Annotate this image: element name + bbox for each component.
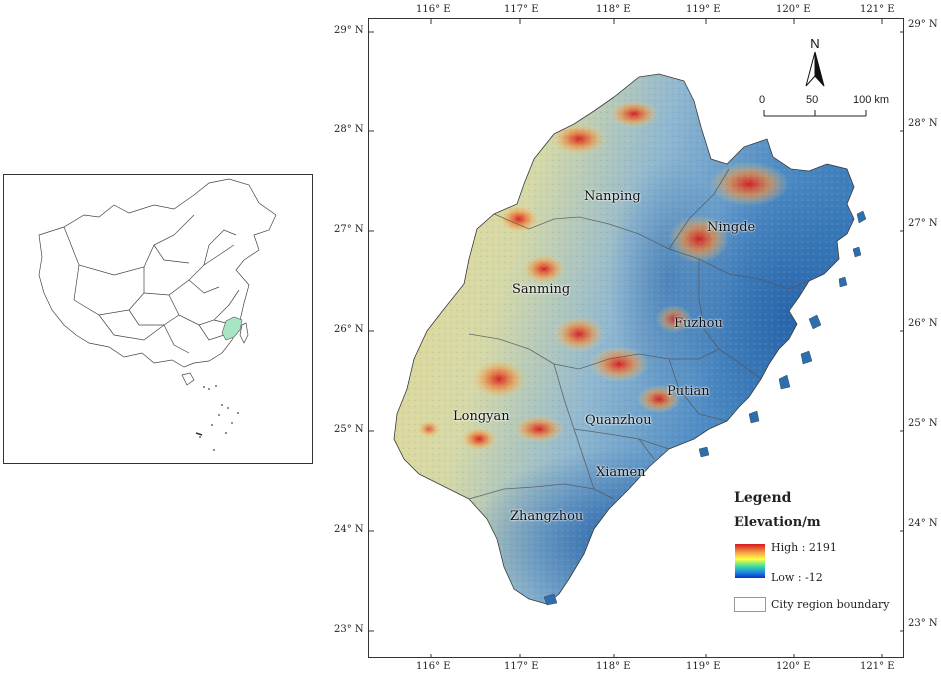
lat-label-right: 23° N [908,618,938,629]
lon-label-bottom: 120° E [776,661,811,672]
lon-label-bottom: 121° E [860,661,895,672]
lat-label-right: 26° N [908,318,938,329]
city-label-nanping: Nanping [584,189,641,204]
lat-label-left: 27° N [334,224,364,235]
lat-label-left: 24° N [334,524,364,535]
legend-high-label: High : 2191 [771,541,837,554]
legend-boundary-label: City region boundary [771,598,890,611]
north-arrow-icon: N [800,36,830,92]
lat-label-left: 23° N [334,624,364,635]
city-label-zhangzhou: Zhangzhou [510,509,584,524]
scale-label-0: 0 [759,94,766,106]
legend-subtitle: Elevation/m [734,515,821,530]
fujian-highlight [221,316,243,341]
coastal-islands [543,210,867,606]
lat-label-left: 26° N [334,324,364,335]
legend-low-label: Low : -12 [771,571,823,584]
main-map-frame [368,18,904,658]
city-label-ningde: Ningde [707,220,756,235]
lon-label-top: 121° E [860,4,895,15]
lon-label-top: 120° E [776,4,811,15]
lon-label-top: 119° E [686,4,721,15]
elevation-raster [394,74,854,604]
fujian-elevation-map [369,19,903,657]
lat-label-right: 29° N [908,19,938,30]
lat-label-left: 28° N [334,124,364,135]
city-label-longyan: Longyan [453,409,510,424]
lat-label-right: 25° N [908,418,938,429]
city-label-xiamen: Xiamen [596,465,646,480]
scale-label-100: 100 km [853,94,890,106]
lat-label-right: 24° N [908,518,938,529]
city-boundaries [468,168,810,500]
lat-label-right: 27° N [908,218,938,229]
lon-label-bottom: 116° E [416,661,451,672]
city-label-fuzhou: Fuzhou [674,316,723,331]
lat-label-right: 28° N [908,118,938,129]
lon-label-top: 116° E [416,4,451,15]
lon-label-bottom: 118° E [596,661,631,672]
china-outline [38,178,277,451]
north-label: N [810,36,819,51]
scale-label-50: 50 [806,94,819,106]
inset-locator-map [3,174,313,464]
legend-title: Legend [734,490,792,506]
lon-label-top: 118° E [596,4,631,15]
city-label-putian: Putian [667,384,710,399]
city-label-quanzhou: Quanzhou [585,413,652,428]
city-label-sanming: Sanming [512,282,571,297]
lon-label-top: 117° E [504,4,539,15]
lon-label-bottom: 119° E [686,661,721,672]
lat-label-left: 29° N [334,25,364,36]
boundary-swatch [734,597,766,612]
elevation-color-ramp [735,544,765,578]
lat-label-left: 25° N [334,424,364,435]
scale-bar [763,110,867,117]
lon-label-bottom: 117° E [504,661,539,672]
